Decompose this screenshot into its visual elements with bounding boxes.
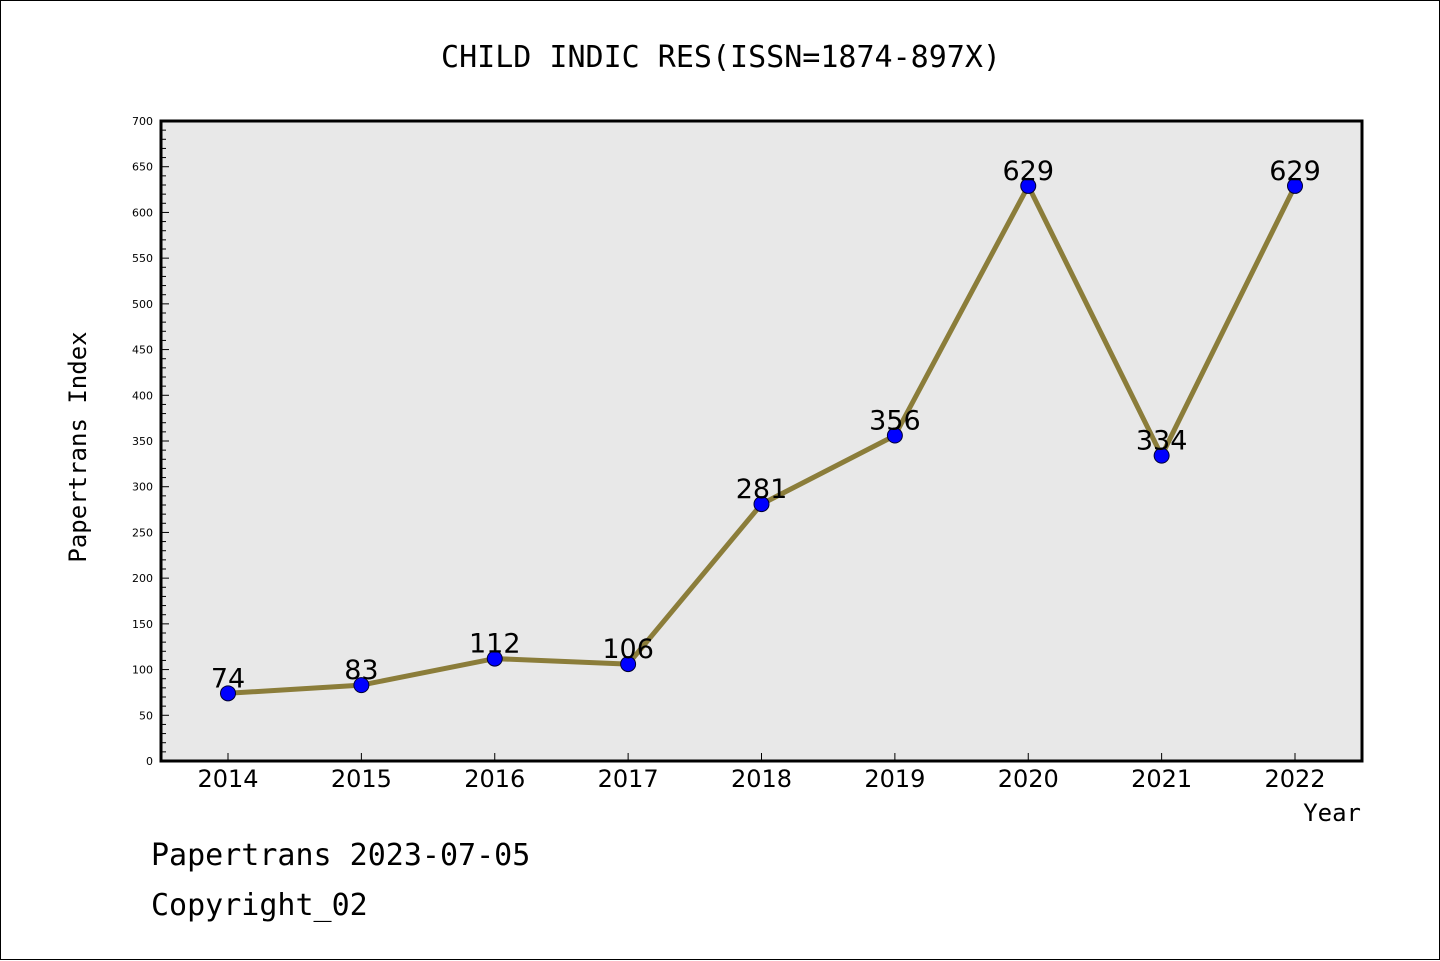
data-label: 629 bbox=[1002, 156, 1054, 187]
y-tick-label: 550 bbox=[132, 252, 153, 265]
data-label: 356 bbox=[869, 406, 921, 437]
x-tick-label: 2014 bbox=[197, 765, 258, 793]
data-point bbox=[753, 496, 770, 513]
x-tick-label: 2020 bbox=[998, 765, 1059, 793]
data-label: 74 bbox=[211, 663, 245, 694]
x-tick-label: 2022 bbox=[1264, 765, 1325, 793]
data-label: 334 bbox=[1136, 426, 1188, 457]
y-axis: 0 50 100 150 200 250 300 350 400 450 500 550 600 650 7… bbox=[132, 115, 169, 768]
marker-layer bbox=[220, 177, 1303, 702]
data-point bbox=[620, 656, 637, 673]
x-tick-label: 2015 bbox=[331, 765, 392, 793]
y-axis-label: Papertrans Index bbox=[64, 331, 92, 562]
data-label: 83 bbox=[344, 655, 378, 686]
footer-copyright: Copyright_02 bbox=[151, 888, 368, 923]
x-tick-label: 2017 bbox=[598, 765, 659, 793]
chart-title: CHILD INDIC RES(ISSN=1874-897X) bbox=[441, 40, 1001, 75]
data-label: 112 bbox=[469, 629, 521, 660]
y-tick-label: 650 bbox=[132, 161, 153, 174]
y-tick-label: 200 bbox=[132, 572, 153, 585]
data-point bbox=[1153, 447, 1170, 464]
data-point bbox=[353, 677, 370, 694]
y-tick-label: 100 bbox=[132, 664, 153, 677]
y-tick-label: 600 bbox=[132, 206, 153, 219]
data-label: 281 bbox=[736, 474, 788, 505]
data-label-layer: 74 83 112 106 281 356 629 334 629 bbox=[211, 156, 1321, 694]
y-tick-label: 0 bbox=[146, 755, 153, 768]
x-axis-label: Year bbox=[1303, 799, 1361, 827]
y-tick-label: 350 bbox=[132, 435, 153, 448]
y-tick-label: 250 bbox=[132, 526, 153, 539]
data-point bbox=[220, 685, 236, 702]
x-tick-label: 2019 bbox=[864, 765, 925, 793]
x-tick-label: 2021 bbox=[1131, 765, 1192, 793]
data-point bbox=[1020, 177, 1037, 194]
footer-date: Papertrans 2023-07-05 bbox=[151, 838, 530, 873]
y-tick-label: 400 bbox=[132, 389, 153, 402]
data-point bbox=[886, 427, 903, 444]
data-label: 106 bbox=[602, 634, 654, 665]
y-tick-label: 150 bbox=[132, 618, 153, 631]
y-tick-label: 300 bbox=[132, 481, 153, 494]
data-point bbox=[1287, 177, 1303, 194]
x-tick-label: 2018 bbox=[731, 765, 792, 793]
y-tick-label: 450 bbox=[132, 344, 153, 357]
x-tick-label: 2016 bbox=[464, 765, 525, 793]
data-point bbox=[486, 650, 503, 667]
y-tick-label: 500 bbox=[132, 298, 153, 311]
y-tick-label: 50 bbox=[139, 709, 153, 722]
y-tick-label: 700 bbox=[132, 115, 153, 128]
x-axis: 2014 2015 2016 2017 2018 2019 2020 2021 2022 bbox=[197, 753, 1326, 793]
plot-area bbox=[159, 119, 1364, 763]
data-label: 629 bbox=[1269, 156, 1321, 187]
